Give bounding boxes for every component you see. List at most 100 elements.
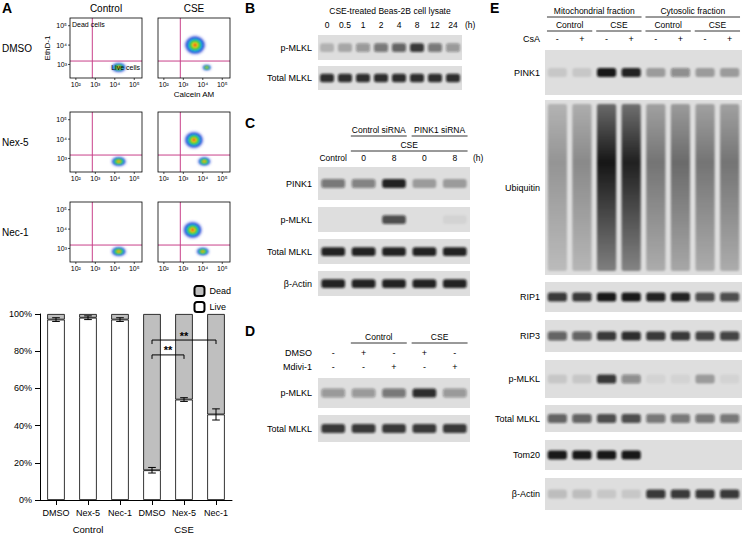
svg-text:24: 24 [448, 20, 458, 30]
svg-text:DMSO: DMSO [43, 508, 70, 518]
svg-text:RIP3: RIP3 [520, 331, 540, 341]
svg-text:-: - [654, 34, 657, 44]
svg-text:Mdivi-1: Mdivi-1 [283, 362, 312, 372]
svg-text:Control: Control [556, 20, 584, 30]
svg-text:10²: 10² [71, 175, 82, 182]
svg-text:4: 4 [397, 20, 402, 30]
svg-text:10⁵: 10⁵ [56, 116, 67, 123]
svg-text:CSE: CSE [400, 140, 418, 150]
svg-text:10³: 10³ [178, 81, 189, 88]
svg-text:10³: 10³ [90, 81, 101, 88]
svg-text:10⁴: 10⁴ [56, 42, 67, 49]
svg-text:Control siRNA: Control siRNA [352, 125, 406, 135]
svg-text:2: 2 [379, 20, 384, 30]
svg-text:p-MLKL: p-MLKL [280, 43, 312, 53]
svg-text:Dead: Dead [209, 286, 231, 296]
svg-text:10⁴: 10⁴ [56, 136, 67, 143]
svg-text:-: - [362, 362, 365, 372]
svg-text:10²: 10² [159, 81, 170, 88]
svg-text:8: 8 [415, 20, 420, 30]
svg-text:B: B [245, 0, 255, 16]
svg-text:+: + [422, 348, 427, 358]
svg-text:10³: 10³ [178, 175, 189, 182]
svg-text:Control: Control [319, 153, 347, 163]
svg-text:Live: Live [209, 302, 226, 312]
svg-text:10⁴: 10⁴ [109, 265, 120, 272]
svg-text:10³: 10³ [178, 265, 189, 272]
svg-text:RIP1: RIP1 [520, 292, 540, 302]
svg-text:10²: 10² [71, 265, 82, 272]
svg-text:Total MLKL: Total MLKL [267, 73, 312, 83]
svg-text:10²: 10² [71, 81, 82, 88]
svg-text:10⁵: 10⁵ [129, 175, 140, 182]
svg-text:-: - [332, 348, 335, 358]
svg-text:CsA: CsA [523, 34, 540, 44]
svg-text:10³: 10³ [57, 61, 68, 68]
svg-text:p-MLKL: p-MLKL [280, 388, 312, 398]
svg-text:Control: Control [654, 20, 682, 30]
svg-text:10²: 10² [159, 265, 170, 272]
svg-text:60%: 60% [14, 383, 32, 393]
svg-text:CSE: CSE [174, 524, 194, 535]
svg-text:10⁴: 10⁴ [109, 175, 120, 182]
svg-text:CSE: CSE [709, 20, 727, 30]
svg-text:-: - [332, 362, 335, 372]
svg-text:100%: 100% [9, 309, 32, 319]
svg-text:DMSO: DMSO [139, 508, 166, 518]
svg-text:Cytosolic fraction: Cytosolic fraction [660, 6, 725, 16]
svg-text:Nex-5: Nex-5 [76, 508, 100, 518]
svg-text:PINK1: PINK1 [514, 68, 540, 78]
svg-text:Mitochondrial fraction: Mitochondrial fraction [554, 6, 635, 16]
svg-text:**: ** [164, 344, 173, 356]
svg-text:12: 12 [430, 20, 440, 30]
svg-text:1: 1 [361, 20, 366, 30]
svg-text:0%: 0% [19, 495, 32, 505]
svg-text:(h): (h) [465, 20, 476, 30]
svg-text:10⁴: 10⁴ [197, 81, 208, 88]
svg-text:Nec-1: Nec-1 [204, 508, 228, 518]
svg-text:10²: 10² [159, 175, 170, 182]
svg-text:-: - [423, 362, 426, 372]
svg-text:8: 8 [392, 153, 397, 163]
svg-text:PINK1 siRNA: PINK1 siRNA [414, 125, 465, 135]
svg-text:CSE: CSE [184, 3, 205, 14]
svg-text:Calcein AM: Calcein AM [174, 90, 215, 99]
svg-text:**: ** [180, 330, 189, 342]
svg-text:10⁵: 10⁵ [129, 265, 140, 272]
svg-text:10⁵: 10⁵ [56, 206, 67, 213]
svg-text:+: + [678, 34, 683, 44]
svg-text:(h): (h) [473, 153, 484, 163]
svg-text:β-Actin: β-Actin [512, 489, 540, 499]
svg-text:EthD-1: EthD-1 [43, 35, 52, 60]
svg-text:DMSO: DMSO [2, 43, 32, 54]
svg-text:D: D [245, 323, 255, 339]
svg-text:PINK1: PINK1 [286, 179, 312, 189]
svg-text:-: - [453, 348, 456, 358]
svg-text:Control: Control [90, 3, 122, 14]
svg-text:0: 0 [422, 153, 427, 163]
svg-text:+: + [361, 348, 366, 358]
svg-text:10⁵: 10⁵ [129, 81, 140, 88]
svg-text:Nex-5: Nex-5 [172, 508, 196, 518]
svg-text:C: C [245, 115, 255, 131]
svg-text:+: + [391, 362, 396, 372]
svg-text:CSE: CSE [610, 20, 628, 30]
svg-text:8: 8 [452, 153, 457, 163]
svg-text:10⁵: 10⁵ [217, 265, 228, 272]
svg-text:Total MLKL: Total MLKL [495, 414, 540, 424]
svg-text:Total MLKL: Total MLKL [267, 424, 312, 434]
svg-text:10⁴: 10⁴ [109, 81, 120, 88]
svg-text:10⁵: 10⁵ [56, 22, 67, 29]
svg-text:80%: 80% [14, 346, 32, 356]
svg-text:Dead cells: Dead cells [72, 21, 105, 28]
svg-text:+: + [579, 34, 584, 44]
svg-text:Nec-1: Nec-1 [108, 508, 132, 518]
svg-text:CSE: CSE [431, 332, 449, 342]
svg-text:Ubiquitin: Ubiquitin [505, 183, 540, 193]
svg-text:Control: Control [365, 332, 393, 342]
svg-text:40%: 40% [14, 421, 32, 431]
svg-text:p-MLKL: p-MLKL [280, 215, 312, 225]
svg-text:DMSO: DMSO [285, 348, 312, 358]
svg-text:Tom20: Tom20 [513, 450, 540, 460]
svg-text:20%: 20% [14, 458, 32, 468]
